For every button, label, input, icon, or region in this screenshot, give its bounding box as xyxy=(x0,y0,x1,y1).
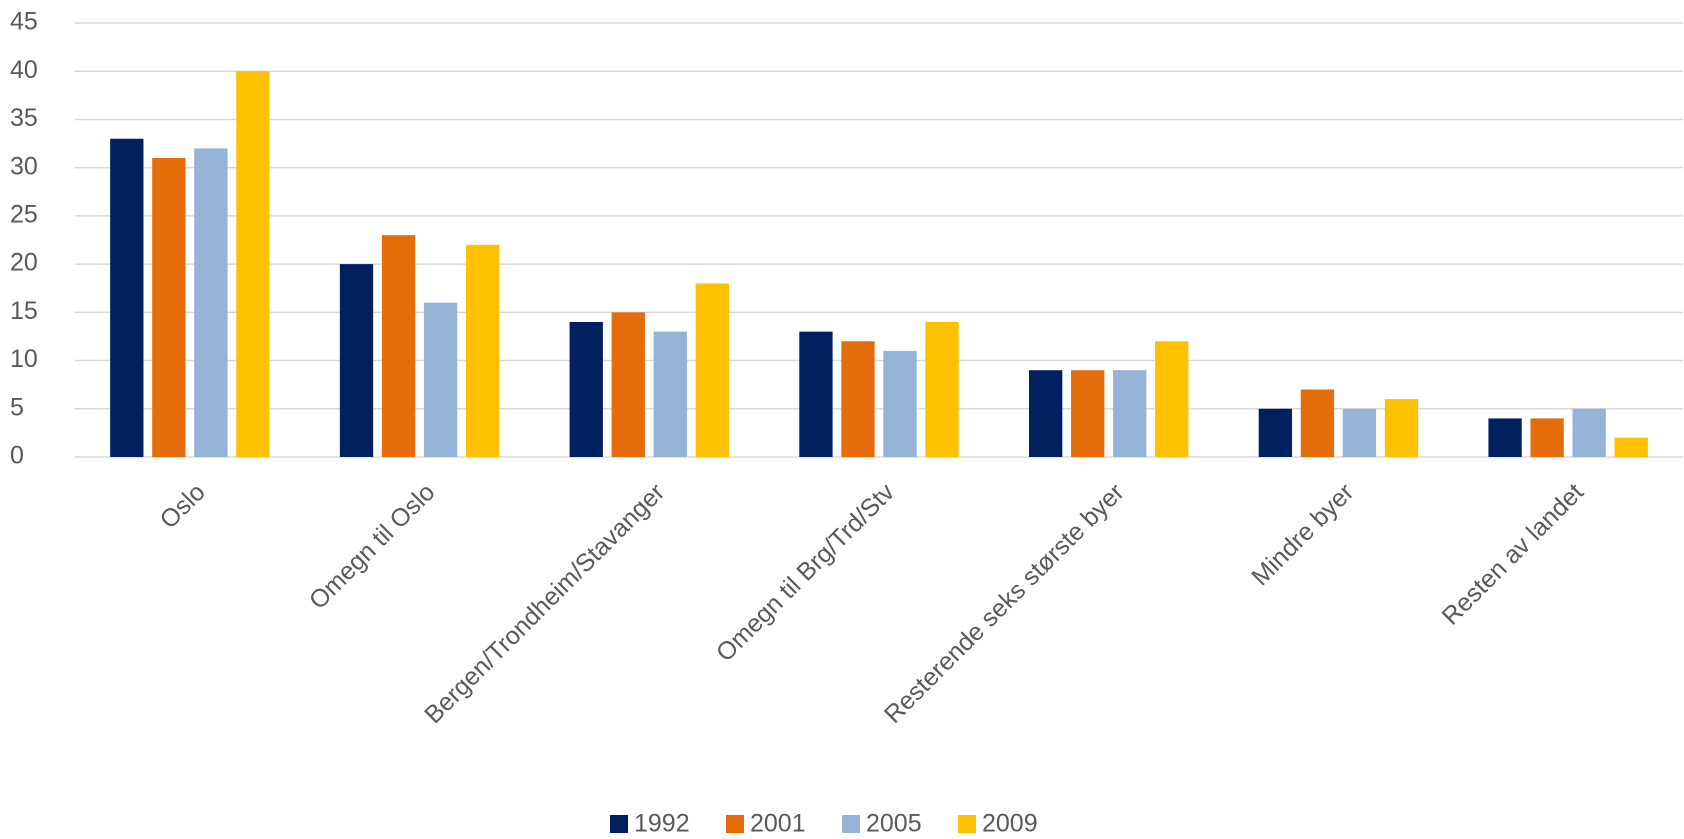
y-tick-label: 5 xyxy=(10,393,24,421)
legend-item: 2001 xyxy=(726,810,806,838)
bar xyxy=(569,321,603,457)
bar xyxy=(1614,437,1648,457)
bar xyxy=(1488,418,1522,457)
bar xyxy=(799,331,833,457)
bar xyxy=(1113,370,1147,457)
bar xyxy=(653,331,687,457)
bar xyxy=(1342,408,1377,457)
y-tick-label: 35 xyxy=(10,104,38,132)
bar xyxy=(1530,418,1564,457)
x-tick-label: Oslo xyxy=(155,478,211,534)
bar xyxy=(423,302,458,457)
bar xyxy=(883,350,917,457)
bar xyxy=(611,312,645,457)
legend-swatch xyxy=(726,815,744,833)
legend-label: 1992 xyxy=(634,810,690,838)
bar xyxy=(1071,370,1105,457)
x-tick-label: Resten av landet xyxy=(1437,478,1590,631)
y-tick-label: 40 xyxy=(10,56,38,84)
legend-swatch xyxy=(958,815,976,833)
legend-swatch xyxy=(842,815,860,833)
bar xyxy=(1572,408,1606,457)
y-tick-label: 10 xyxy=(10,345,38,373)
bar xyxy=(194,148,228,457)
bar xyxy=(339,264,374,457)
legend-item: 2005 xyxy=(842,810,922,838)
bar xyxy=(110,138,144,457)
legend-item: 2009 xyxy=(958,810,1038,838)
y-tick-label: 45 xyxy=(10,8,38,36)
bar xyxy=(152,158,186,457)
y-tick-label: 20 xyxy=(10,249,38,277)
bar xyxy=(1258,408,1293,457)
x-tick-label: Resterende seks største byer xyxy=(879,478,1130,729)
y-tick-label: 15 xyxy=(10,297,38,325)
x-tick-label: Omegn til Brg/Trd/Stv xyxy=(711,478,900,667)
x-tick-label: Mindre byer xyxy=(1246,478,1359,591)
bar xyxy=(465,244,500,457)
y-tick-label: 30 xyxy=(10,152,38,180)
bar xyxy=(1029,370,1063,457)
bar xyxy=(1300,389,1335,457)
legend-label: 2001 xyxy=(750,810,806,838)
y-tick-label: 0 xyxy=(10,442,24,470)
bar xyxy=(841,341,875,457)
bar xyxy=(1155,341,1189,457)
legend-label: 2005 xyxy=(866,810,922,838)
bar xyxy=(1384,399,1419,457)
legend-swatch xyxy=(610,815,628,833)
x-tick-label: Omegn til Oslo xyxy=(304,478,441,615)
legend-label: 2009 xyxy=(982,810,1038,838)
bar xyxy=(236,71,270,457)
bar xyxy=(381,235,416,457)
bar xyxy=(925,321,959,457)
x-tick-label: Bergen/Trondheim/Stavanger xyxy=(419,478,670,729)
y-tick-label: 25 xyxy=(10,200,38,228)
bar xyxy=(695,283,729,457)
legend-item: 1992 xyxy=(610,810,690,838)
